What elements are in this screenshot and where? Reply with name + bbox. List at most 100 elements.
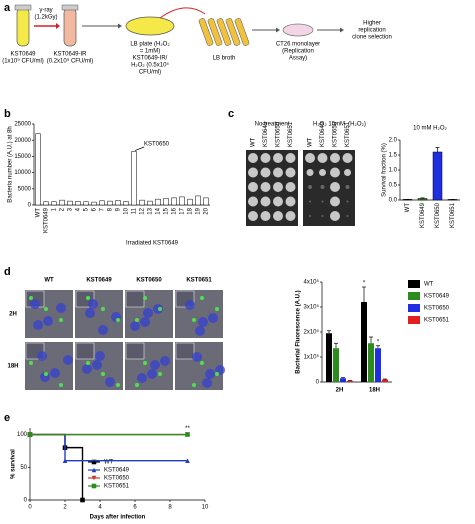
colony-spot [260, 153, 271, 163]
bar [187, 198, 193, 206]
x-tick-label: 1 [52, 207, 58, 211]
colony-spot [285, 153, 296, 163]
cell [43, 316, 53, 326]
label: LB plate (H₂O₂ [130, 42, 170, 48]
column-header: WT [44, 278, 54, 284]
colony-spot [346, 215, 349, 217]
colony-spot [285, 167, 296, 178]
survival-curve [30, 433, 188, 462]
bacteria [101, 307, 105, 311]
annotation-line [134, 146, 145, 151]
legend-label: WT [424, 282, 434, 288]
bacteria [143, 361, 147, 365]
panel-label: d [4, 266, 11, 278]
bar [43, 201, 49, 206]
plate-header: H₂O₂ 10mM [313, 122, 345, 128]
strain-label: KST0649 [263, 121, 269, 147]
colony-spot [309, 215, 311, 217]
colony-spot [273, 211, 283, 221]
bar [195, 195, 201, 206]
x-tick-label: 18 [188, 207, 194, 214]
colony-spot [330, 167, 340, 178]
colony-spot [330, 196, 340, 207]
label: CFU/ml) [139, 70, 161, 76]
bacteria [86, 296, 90, 300]
label: KST0649 [10, 52, 36, 58]
plate-header: No treatment [255, 122, 290, 128]
colony-spot [320, 185, 325, 189]
y-axis-label: Survival fraction (%) [382, 143, 388, 197]
y-tick-label: 4x10⁵ [304, 279, 320, 286]
x-tick-label: 9 [116, 207, 122, 211]
y-axis-label: Bacteria number (A.U.) at 8h [8, 126, 14, 202]
colony-spot [344, 169, 351, 176]
x-tick-label: 19 [196, 207, 202, 214]
bar [51, 201, 57, 206]
bacteria [192, 318, 196, 322]
colony-spot [248, 211, 258, 221]
cell [85, 308, 95, 318]
label: replication [358, 28, 385, 34]
column-header: KST0650 [136, 278, 162, 284]
cell [160, 356, 170, 366]
cell [63, 355, 73, 365]
colony-spot [285, 196, 296, 207]
x-tick-label: 7 [100, 207, 106, 211]
y-tick-label: 15000 [14, 154, 31, 160]
bar [171, 197, 177, 206]
strain-label: WT [308, 137, 314, 147]
x-tick-label: 3 [68, 207, 74, 211]
x-tick-label: 8 [168, 505, 172, 511]
label: KST0649-IR [53, 52, 87, 58]
colony-spot [248, 196, 258, 207]
marker [62, 458, 68, 464]
label: CT26 monolayer [276, 42, 320, 48]
strain-label: WT [251, 137, 257, 147]
marker [80, 497, 85, 503]
microscopy-images: WT 2H 18H KST0649 KST0650 KST0651 [7, 278, 225, 390]
y-tick-label: 0.5 [389, 183, 398, 189]
legend-swatch [408, 280, 420, 288]
y-axis-label: % survival [11, 449, 17, 479]
strain-label: KST0651 [345, 121, 351, 147]
cell [137, 373, 147, 383]
colony-spot [306, 169, 314, 176]
cell [105, 377, 115, 387]
y-tick-label: 25000 [14, 122, 31, 128]
x-tick-label: 18H [369, 388, 380, 394]
x-tick-label: KST0651 [450, 202, 456, 228]
annotation: * [363, 281, 366, 287]
label: Higher [363, 21, 381, 27]
bar [326, 333, 332, 382]
bacteria [116, 383, 120, 387]
marker [185, 458, 190, 464]
row-header: 18H [7, 364, 18, 370]
bacteria [143, 296, 147, 300]
survival-curve [30, 433, 84, 500]
x-tick-label: 2 [60, 207, 66, 211]
panel-label: e [4, 412, 10, 424]
bar [155, 198, 161, 206]
colony-spot [260, 196, 271, 207]
colony-spot [248, 167, 258, 178]
x-tick-label: WT [36, 208, 42, 218]
label: Assay) [289, 56, 307, 62]
cell [185, 300, 195, 310]
y-tick-label: 2x10⁵ [304, 329, 320, 336]
label: (1x10⁹ CFU/ml) [2, 58, 44, 65]
bar [432, 151, 443, 201]
legend-label: KST0651 [424, 318, 450, 324]
bacteria [200, 361, 204, 365]
cell [202, 378, 212, 388]
bar [163, 198, 169, 206]
inset [175, 342, 195, 360]
workflow-diagram: KST0649 (1x10⁹ CFU/ml) γ-ray (1.2kGy) KS… [2, 4, 392, 76]
colony-spot [342, 153, 353, 163]
label: (1.2kGy) [34, 15, 57, 21]
bar [147, 200, 153, 206]
colony-spot [285, 182, 296, 192]
y-tick-label: 0 [316, 380, 320, 386]
cell [30, 299, 40, 309]
x-tick-label: 15 [164, 207, 170, 214]
